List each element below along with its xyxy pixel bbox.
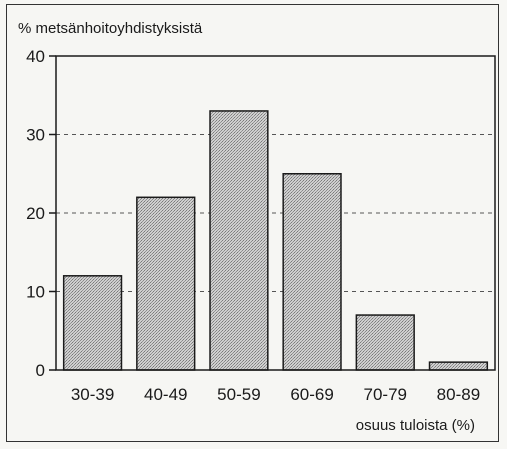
- bar-40-49: [136, 196, 196, 371]
- y-tick-label-30: 30: [26, 126, 45, 145]
- x-tick-label-80-89: 80-89: [437, 385, 480, 404]
- x-tick-label-30-39: 30-39: [71, 385, 114, 404]
- bar-80-89: [428, 361, 489, 371]
- y-tick-label-40: 40: [26, 47, 45, 66]
- x-axis-label: osuus tuloista (%): [356, 417, 475, 434]
- x-axis: 30-39 40-49 50-59 60-69 70-79 80-89: [71, 385, 480, 404]
- y-axis: 0 10 20 30 40: [26, 47, 56, 380]
- x-tick-label-50-59: 50-59: [217, 385, 260, 404]
- bar-70-79: [355, 314, 415, 371]
- bars: [62, 110, 489, 371]
- x-tick-label-60-69: 60-69: [290, 385, 333, 404]
- y-tick-label-20: 20: [26, 204, 45, 223]
- y-axis-label: % metsänhoitoyhdistyksistä: [18, 20, 203, 37]
- x-tick-label-40-49: 40-49: [144, 385, 187, 404]
- bar-50-59: [209, 110, 269, 371]
- y-tick-label-0: 0: [36, 361, 45, 380]
- bar-30-39: [62, 275, 123, 371]
- x-tick-label-70-79: 70-79: [364, 385, 407, 404]
- y-tick-label-10: 10: [26, 283, 45, 302]
- bar-60-69: [282, 173, 342, 371]
- gridlines: [56, 134, 495, 292]
